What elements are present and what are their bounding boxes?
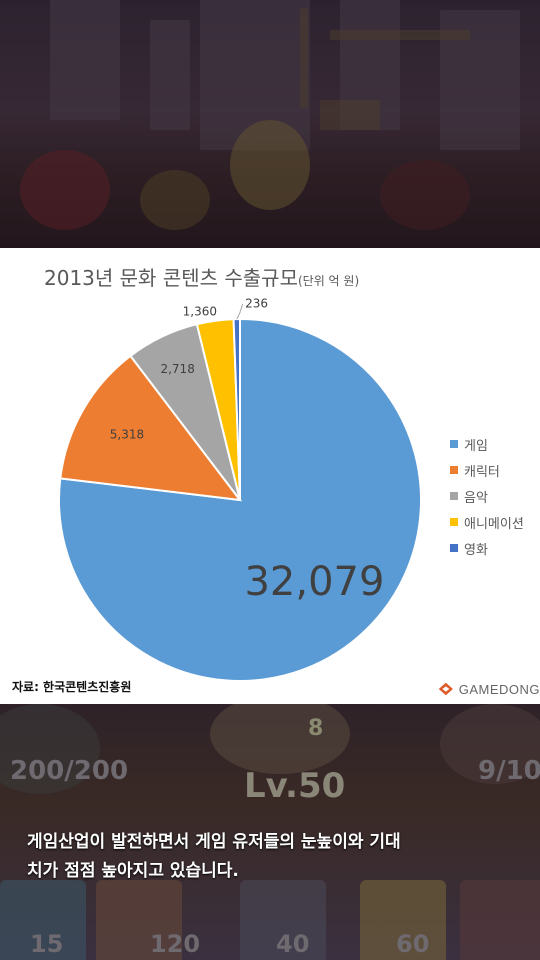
chart-title: 2013년 문화 콘텐츠 수출규모(단위 억 원) [44,266,360,290]
game-background-top [0,0,540,248]
gamedong-logo-icon [438,682,453,696]
source-note: 자료: 한국콘텐츠진흥원 [12,680,132,694]
caption: 게임산업이 발전하면서 게임 유저들의 눈높이와 기대 치가 점점 높아지고 있… [27,828,527,886]
card-cost-4: 60 [396,930,430,958]
hud-level: Lv.50 [244,766,346,806]
legend-label-2: 캐릭터 [464,464,500,480]
card-cost-3: 40 [276,930,310,958]
chart-card: 2013년 문화 콘텐츠 수출규모(단위 억 원) 32,079 5,318 2,7… [0,248,540,704]
legend-swatch-5 [450,544,458,552]
pie-leader-line-5 [236,303,244,320]
pie-value-label-3: 2,718 [160,362,194,376]
caption-line-1: 게임산업이 발전하면서 게임 유저들의 눈높이와 기대 [27,832,401,852]
legend-item-2: 캐릭터 [450,457,524,483]
legend-swatch-3 [450,492,458,500]
pie-slice-2 [59,354,243,502]
legend-swatch-4 [450,518,458,526]
legend-item-5: 영화 [450,535,524,561]
card-cost-1: 15 [30,930,64,958]
watermark-text: GAMEDONG [458,681,540,697]
pie-slice-1 [58,317,422,682]
pie-value-label-1: 32,079 [244,559,384,605]
legend-item-1: 게임 [450,431,524,457]
game-background-bottom: 8 200/200 Lv.50 9/10 15 120 40 60 [0,704,540,960]
hud-right-counter: 9/10 [478,756,540,786]
pie-value-label-4: 1,360 [183,304,217,318]
card-cost-2: 120 [150,930,201,958]
legend-item-4: 애니메이션 [450,509,524,535]
legend-label-5: 영화 [464,542,488,558]
legend-label-1: 게임 [464,438,488,454]
watermark: GAMEDONG [437,679,540,699]
hud-hp: 200/200 [10,756,129,786]
caption-line-2: 치가 점점 높아지고 있습니다. [27,861,239,881]
hud-badge: 8 [308,716,324,741]
legend-swatch-2 [450,466,458,474]
legend-item-3: 음악 [450,483,524,509]
legend-label-3: 음악 [464,490,488,506]
legend-label-4: 애니메이션 [464,516,524,532]
pie-chart: 32,079 5,318 2,718 1,360 236 [58,296,422,682]
pie-value-label-5: 236 [245,296,268,310]
legend-swatch-1 [450,440,458,448]
chart-unit: (단위 억 원) [297,274,360,288]
pie-value-label-2: 5,318 [110,428,144,442]
